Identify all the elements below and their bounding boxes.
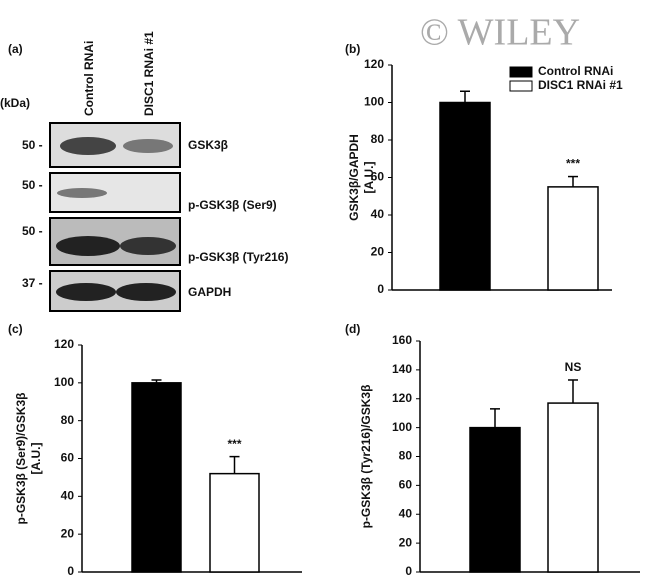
protein-label: p-GSK3β (Ser9) [188,198,277,212]
y-axis-label: p-GSK3β (Tyr216)/GSK3β [359,385,373,529]
bar [469,426,521,573]
y-tick-label: 100 [392,420,412,434]
y-axis-label: [A.U.] [29,443,43,475]
kda-unit: (kDa) [0,96,30,110]
y-tick-label: 80 [61,413,75,427]
lane-label: DISC1 RNAi #1 [142,31,156,116]
y-tick-label: 160 [392,333,412,347]
significance: NS [565,360,582,374]
blot-image [49,122,181,312]
y-tick-label: 120 [392,391,412,405]
y-tick-label: 20 [399,535,413,549]
panel-label: (b) [345,42,360,56]
y-axis-label: [A.U.] [362,162,376,194]
y-tick-label: 0 [67,564,74,578]
y-tick-label: 40 [371,207,385,221]
kda-label: 50 - [22,178,43,192]
y-tick-label: 120 [364,57,384,71]
bar [209,472,260,573]
protein-label: p-GSK3β (Tyr216) [188,250,288,264]
watermark: © WILEY [420,12,580,54]
kda-label: 50 - [22,138,43,152]
y-tick-label: 80 [399,449,413,463]
significance: *** [566,157,580,171]
y-tick-label: 0 [405,564,412,578]
legend-label: Control RNAi [538,64,613,78]
y-tick-label: 100 [54,375,74,389]
legend-label: DISC1 RNAi #1 [538,78,623,92]
kda-label: 50 - [22,224,43,238]
y-tick-label: 120 [54,337,74,351]
protein-label: GSK3β [188,138,228,152]
y-tick-label: 20 [61,526,75,540]
panel-label: (d) [345,322,360,336]
y-tick-label: 60 [371,170,385,184]
significance: *** [227,437,241,451]
y-axis-label: GSK3β/GAPDH [347,134,361,221]
bar [439,101,491,291]
y-axis-label: p-GSK3β (Ser9)/GSK3β [14,392,28,524]
y-tick-label: 80 [371,132,385,146]
y-tick-label: 40 [399,506,413,520]
kda-label: 37 - [22,276,43,290]
y-tick-label: 100 [364,95,384,109]
y-tick-label: 40 [61,489,75,503]
y-tick-label: 60 [399,478,413,492]
bar [547,186,599,291]
protein-label: GAPDH [188,285,231,299]
legend-swatch [509,66,533,78]
y-tick-label: 140 [392,362,412,376]
bar [547,402,599,573]
y-tick-label: 60 [61,451,75,465]
lane-label: Control RNAi [82,41,96,116]
y-tick-label: 0 [377,282,384,296]
legend-swatch [509,80,533,92]
panel-label: (c) [8,322,23,336]
y-tick-label: 20 [371,245,385,259]
panel-label: (a) [8,42,23,56]
bar [131,382,182,573]
